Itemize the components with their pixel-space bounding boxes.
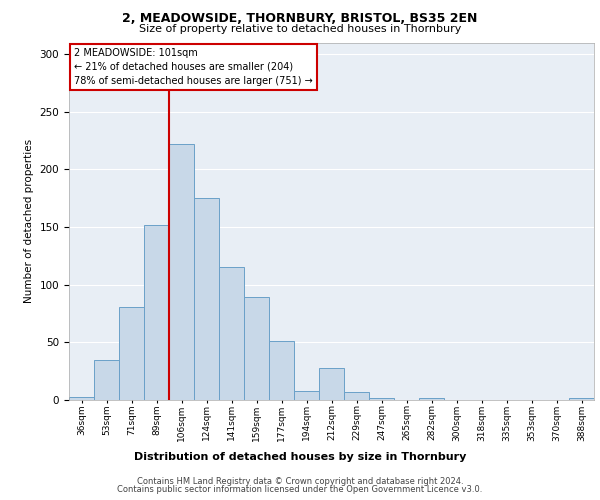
Bar bbox=[369, 398, 394, 400]
Bar bbox=[144, 224, 169, 400]
Bar bbox=[219, 268, 244, 400]
Bar bbox=[119, 306, 144, 400]
Bar bbox=[344, 392, 369, 400]
Y-axis label: Number of detached properties: Number of detached properties bbox=[24, 139, 34, 304]
Bar bbox=[94, 360, 119, 400]
Bar bbox=[319, 368, 344, 400]
Text: 2, MEADOWSIDE, THORNBURY, BRISTOL, BS35 2EN: 2, MEADOWSIDE, THORNBURY, BRISTOL, BS35 … bbox=[122, 12, 478, 26]
Bar bbox=[419, 398, 444, 400]
Bar bbox=[294, 391, 319, 400]
Text: Distribution of detached houses by size in Thornbury: Distribution of detached houses by size … bbox=[134, 452, 466, 462]
Bar bbox=[569, 398, 594, 400]
Bar bbox=[269, 341, 294, 400]
Bar bbox=[244, 298, 269, 400]
Text: Contains public sector information licensed under the Open Government Licence v3: Contains public sector information licen… bbox=[118, 485, 482, 494]
Text: Contains HM Land Registry data © Crown copyright and database right 2024.: Contains HM Land Registry data © Crown c… bbox=[137, 478, 463, 486]
Text: Size of property relative to detached houses in Thornbury: Size of property relative to detached ho… bbox=[139, 24, 461, 34]
Bar bbox=[194, 198, 219, 400]
Text: 2 MEADOWSIDE: 101sqm
← 21% of detached houses are smaller (204)
78% of semi-deta: 2 MEADOWSIDE: 101sqm ← 21% of detached h… bbox=[74, 48, 313, 86]
Bar bbox=[169, 144, 194, 400]
Bar bbox=[69, 396, 94, 400]
